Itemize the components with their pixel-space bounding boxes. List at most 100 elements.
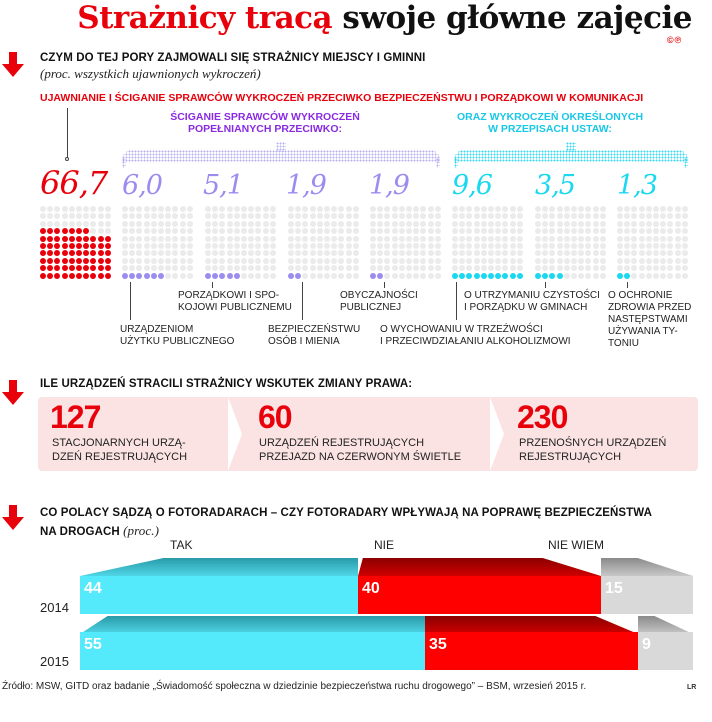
dot: [452, 242, 458, 249]
dot: [681, 250, 688, 257]
label-line: NASTĘPSTWAMI: [608, 314, 688, 325]
dot: [295, 272, 302, 279]
dot: [370, 250, 376, 257]
dot: [459, 250, 466, 257]
dot: [316, 228, 323, 235]
dot: [549, 206, 556, 212]
dot: [549, 257, 556, 264]
dot: [617, 257, 623, 264]
dot: [323, 242, 330, 249]
dot: [240, 235, 247, 242]
dot: [384, 257, 391, 264]
dot: [585, 257, 592, 264]
dot: [645, 220, 652, 227]
dot: [516, 265, 523, 272]
dot: [487, 213, 494, 220]
dot: [165, 213, 172, 220]
dot: [434, 257, 441, 264]
dot: [427, 220, 434, 227]
dot: [592, 206, 599, 212]
dot: [226, 250, 233, 257]
dot: [645, 206, 652, 212]
label-line: URZĄDZEŃ REJESTRUJĄCYCH: [259, 437, 425, 449]
dot: [338, 206, 345, 212]
label-line: URZĄDZENIOM: [120, 324, 194, 335]
value-1-9-a: 1,9: [286, 170, 327, 201]
dot: [516, 228, 523, 235]
dot: [122, 250, 128, 257]
dot: [47, 242, 54, 249]
dot: [549, 220, 556, 227]
dot: [75, 206, 82, 212]
dot: [165, 220, 172, 227]
dot: [624, 265, 631, 272]
dot: [599, 242, 606, 249]
dot: [631, 272, 638, 279]
dot: [466, 257, 473, 264]
dot: [452, 265, 458, 272]
value-5-1: 5,1: [203, 170, 244, 201]
dot: [331, 257, 338, 264]
dot: [681, 242, 688, 249]
dot: [617, 265, 623, 272]
dot: [129, 206, 136, 212]
dot: [667, 206, 674, 212]
dot: [288, 213, 294, 220]
label-line: UŻYTKU PUBLICZNEGO: [120, 336, 235, 347]
dot: [487, 272, 494, 279]
dot: [75, 228, 82, 235]
dot: [487, 257, 494, 264]
dot: [68, 235, 75, 242]
section1-title: Czym do tej pory zajmowali się strażnicy…: [40, 52, 426, 64]
dot: [47, 213, 54, 220]
dot: [502, 213, 509, 220]
dot: [205, 265, 211, 272]
dot: [487, 220, 494, 227]
dot: [585, 272, 592, 279]
dot: [179, 206, 186, 212]
dot: [667, 228, 674, 235]
dot: [165, 257, 172, 264]
dot: [90, 228, 97, 235]
dot: [638, 272, 645, 279]
dot: [391, 265, 398, 272]
dot: [377, 250, 384, 257]
dot: [68, 250, 75, 257]
dot: [345, 228, 352, 235]
dot: [68, 228, 75, 235]
dot: [288, 242, 294, 249]
dot: [681, 206, 688, 212]
dot: [645, 272, 652, 279]
dot: [75, 213, 82, 220]
dot: [487, 228, 494, 235]
dot: [345, 272, 352, 279]
dot: [459, 235, 466, 242]
dot: [136, 272, 143, 279]
dot: [122, 235, 128, 242]
dot: [631, 213, 638, 220]
dot: [495, 235, 502, 242]
dot: [309, 250, 316, 257]
dot: [302, 272, 309, 279]
dot: [302, 228, 309, 235]
label-line: ZDROWIA PRZED: [608, 302, 692, 313]
dot: [434, 250, 441, 257]
bar-2014-niewiem: 15: [601, 576, 693, 614]
dot: [495, 257, 502, 264]
dot: [61, 213, 68, 220]
bar-2014-tak: 44: [80, 576, 358, 614]
purple-heading-line2: POPEŁNIANYCH PRZECIWKO:: [187, 123, 342, 135]
dot: [624, 250, 631, 257]
dot: [570, 228, 577, 235]
dot: [186, 235, 193, 242]
dot: [316, 213, 323, 220]
dot: [452, 213, 458, 220]
dot: [638, 213, 645, 220]
dot: [338, 228, 345, 235]
dot: [398, 257, 405, 264]
dot: [570, 250, 577, 257]
dot: [179, 228, 186, 235]
dot: [617, 272, 623, 279]
dot: [136, 250, 143, 257]
dot: [617, 250, 623, 257]
